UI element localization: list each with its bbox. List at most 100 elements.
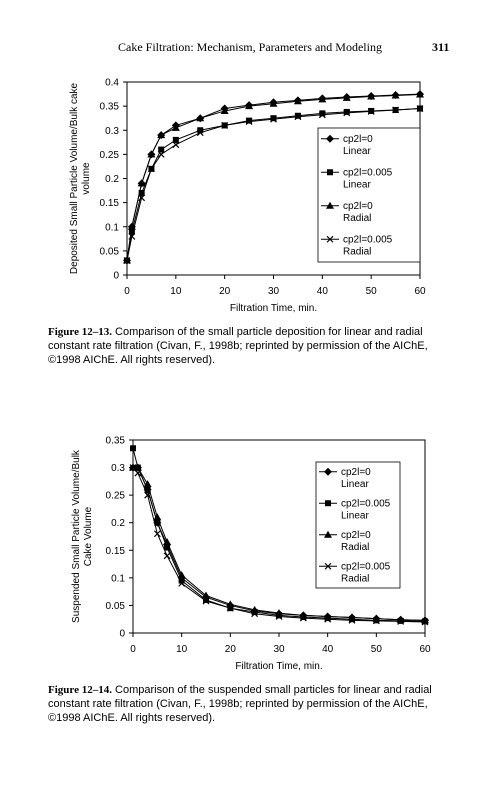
y-tick-label: 0.4: [105, 78, 119, 89]
running-head: Cake Filtration: Mechanism, Parameters a…: [118, 40, 382, 54]
legend-label: cp2l=0.005 Linear: [341, 498, 391, 521]
series-line: [132, 467, 426, 623]
y-tick-label: 0.3: [105, 126, 119, 137]
y-tick-label: 0: [113, 271, 119, 282]
marker: [157, 150, 165, 158]
x-tick-label: 0: [130, 644, 136, 655]
x-axis-title: Filtration Time, min.: [230, 303, 317, 314]
legend-label: cp2l=0 Radial: [341, 530, 371, 553]
marker: [128, 232, 136, 240]
legend-marker: [327, 169, 333, 176]
y-tick-label: 0.15: [106, 546, 126, 557]
marker: [342, 93, 351, 101]
marker: [293, 97, 302, 105]
marker: [416, 105, 424, 112]
marker: [153, 513, 162, 521]
x-axis-title: Filtration Time, min.: [235, 661, 322, 672]
marker: [178, 579, 186, 587]
marker: [270, 115, 277, 123]
marker: [154, 519, 161, 526]
marker: [294, 113, 302, 121]
marker: [171, 123, 180, 131]
marker: [270, 115, 277, 122]
marker: [294, 112, 301, 119]
marker: [391, 91, 400, 99]
y-tick-label: 0.25: [106, 491, 126, 502]
y-tick-label: 0.25: [100, 150, 120, 161]
marker: [196, 129, 204, 137]
x-tick-label: 40: [317, 286, 329, 297]
marker: [245, 118, 253, 125]
marker: [416, 90, 424, 98]
legend-label: cp2l=0.005 Radial: [343, 234, 393, 257]
legend-marker: [325, 500, 331, 507]
marker: [348, 616, 356, 624]
marker: [251, 610, 259, 618]
page-number: 311: [432, 40, 450, 54]
legend-marker: [324, 562, 332, 570]
marker: [275, 613, 283, 620]
marker: [299, 614, 307, 622]
marker: [221, 122, 229, 129]
y-tick-label: 0.2: [111, 518, 125, 529]
legend-label: cp2l=0.005 Linear: [343, 167, 393, 190]
marker: [318, 95, 327, 103]
x-tick-label: 60: [419, 644, 431, 655]
caption: Figure 12–14. Comparison of the suspende…: [48, 683, 458, 725]
marker: [269, 99, 278, 107]
y-axis-title: Deposited Small Particle Volume/Bulk cak…: [69, 82, 92, 274]
y-tick-label: 0.05: [100, 246, 120, 257]
marker: [130, 445, 136, 452]
x-tick-label: 10: [176, 644, 188, 655]
marker: [147, 150, 156, 158]
marker: [246, 117, 253, 124]
marker: [343, 109, 351, 117]
legend-marker: [324, 467, 332, 476]
x-tick-label: 20: [219, 286, 231, 297]
marker: [147, 165, 155, 173]
y-tick-label: 0.1: [111, 573, 125, 584]
marker: [367, 108, 375, 115]
y-tick-label: 0.3: [111, 463, 125, 474]
marker: [226, 604, 234, 612]
marker: [343, 108, 350, 115]
caption: Figure 12–13. Comparison of the small pa…: [48, 325, 458, 367]
marker: [137, 179, 146, 187]
legend-box: [315, 461, 401, 589]
caption-label: Figure 12–13.: [48, 326, 112, 338]
marker: [123, 257, 131, 264]
marker: [202, 597, 210, 605]
x-tick-label: 50: [371, 644, 383, 655]
legend-label: cp2l=0 Linear: [341, 467, 371, 490]
marker: [128, 228, 135, 235]
marker: [367, 92, 376, 100]
marker: [153, 530, 161, 538]
y-tick-label: 0.35: [100, 102, 120, 113]
series-line: [133, 467, 426, 621]
marker: [163, 552, 171, 560]
marker: [172, 141, 180, 149]
legend-marker: [326, 201, 334, 209]
marker: [144, 486, 151, 493]
marker: [203, 596, 209, 603]
marker: [397, 617, 405, 625]
marker: [133, 463, 142, 471]
y-tick-label: 0.15: [100, 198, 120, 209]
marker: [220, 106, 229, 114]
marker: [372, 614, 381, 622]
marker: [324, 615, 332, 623]
series-line: [132, 448, 426, 622]
legend-marker: [326, 134, 334, 143]
caption-text: Comparison of the suspended small partic…: [48, 684, 432, 724]
x-tick-label: 50: [366, 286, 378, 297]
marker: [421, 618, 429, 626]
marker: [197, 127, 204, 134]
marker: [163, 538, 172, 546]
marker: [202, 591, 210, 599]
caption-text: Comparison of the small particle deposit…: [48, 326, 428, 366]
legend-label: cp2l=0 Radial: [343, 201, 373, 224]
marker: [177, 571, 186, 579]
marker: [372, 617, 380, 625]
